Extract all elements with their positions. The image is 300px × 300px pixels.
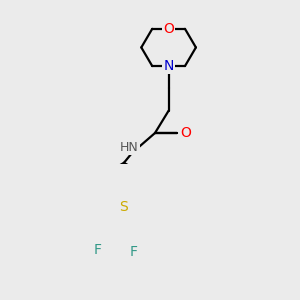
Text: O: O [163, 22, 174, 36]
Text: S: S [120, 200, 128, 214]
Text: F: F [94, 243, 102, 257]
Text: N: N [164, 59, 174, 73]
Text: O: O [181, 126, 191, 140]
Text: HN: HN [120, 141, 139, 154]
Text: F: F [130, 245, 138, 259]
